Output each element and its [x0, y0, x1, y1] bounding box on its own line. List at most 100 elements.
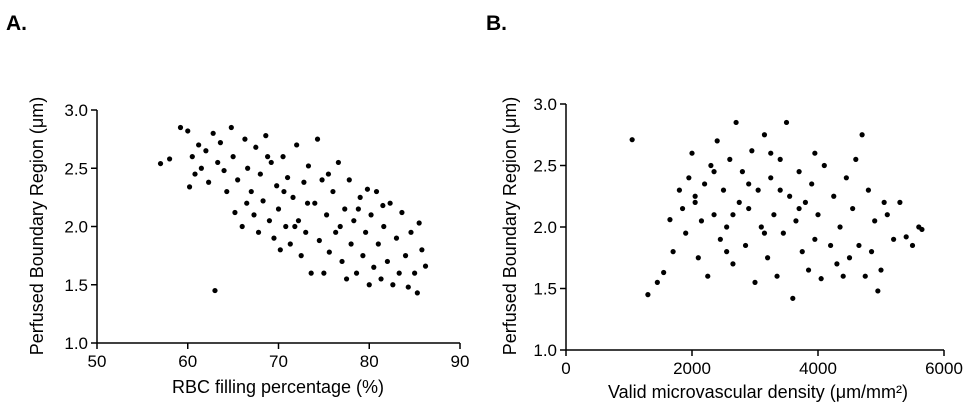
y-tick-label-b: 1.5 — [533, 280, 557, 299]
y-tick-label-a: 3.0 — [64, 101, 88, 120]
scatter-point-a — [303, 229, 309, 235]
scatter-point-b — [645, 292, 651, 298]
scatter-point-a — [245, 165, 251, 171]
scatter-point-a — [304, 200, 311, 206]
scatter-point-a — [314, 136, 321, 142]
scatter-point-b — [774, 273, 780, 279]
scatter-point-a — [266, 218, 273, 224]
scatter-point-a — [363, 229, 369, 235]
scatter-point-a — [396, 270, 402, 276]
scatter-point-b — [761, 132, 768, 138]
scatter-point-b — [846, 255, 853, 261]
scatter-point-a — [355, 206, 361, 212]
scatter-point-a — [381, 223, 387, 230]
scatter-point-a — [366, 282, 372, 288]
points-b — [629, 119, 925, 301]
scatter-point-a — [335, 159, 341, 166]
scatter-point-b — [771, 212, 777, 218]
scatter-point-a — [405, 284, 411, 290]
scatter-point-a — [412, 270, 418, 276]
x-axis-title-b: Valid microvascular density (μm/mm²) — [608, 382, 908, 402]
y-tick-label-a: 1.5 — [64, 276, 88, 295]
x-tick-label-b: 6000 — [925, 359, 963, 378]
scatter-point-b — [752, 279, 758, 285]
scatter-point-a — [330, 188, 336, 195]
scatter-point-b — [919, 226, 925, 233]
scatter-point-a — [339, 258, 345, 265]
scatter-point-b — [667, 217, 673, 223]
scatter-point-a — [185, 128, 191, 134]
scatter-point-b — [812, 236, 818, 242]
scatter-point-b — [884, 212, 890, 218]
scatter-point-b — [828, 242, 834, 249]
scatter-point-a — [348, 241, 354, 247]
scatter-point-a — [305, 163, 312, 169]
scatter-point-a — [416, 220, 422, 226]
scatter-point-b — [683, 230, 689, 236]
y-axis-title-a: Perfused Boundary Region (μm) — [27, 97, 47, 356]
scatter-point-a — [239, 223, 245, 230]
x-tick-label-a: 90 — [451, 352, 470, 371]
scatter-point-a — [375, 241, 381, 247]
scatter-point-a — [321, 270, 327, 276]
scatter-point-b — [862, 273, 868, 279]
scatter-point-a — [316, 237, 322, 244]
scatter-point-b — [679, 205, 686, 212]
scatter-point-a — [422, 263, 429, 269]
scatter-point-b — [670, 249, 676, 255]
scatter-point-b — [720, 187, 727, 193]
scatter-point-b — [787, 193, 793, 199]
scatter-point-b — [815, 212, 821, 218]
scatter-point-a — [290, 194, 296, 200]
scatter-point-a — [203, 148, 209, 154]
scatter-point-a — [277, 247, 283, 253]
scatter-point-b — [717, 236, 723, 242]
scatter-point-b — [730, 212, 736, 218]
scatter-point-a — [380, 202, 386, 209]
scatter-point-a — [274, 183, 280, 189]
scatter-point-a — [284, 174, 291, 181]
scatter-point-a — [295, 218, 302, 224]
scatter-point-a — [325, 171, 332, 177]
points-a — [157, 124, 429, 296]
scatter-point-b — [689, 150, 695, 156]
scatter-point-a — [253, 144, 259, 150]
scatter-point-a — [206, 179, 212, 185]
scatter-point-a — [390, 282, 396, 288]
scatter-point-b — [903, 234, 909, 240]
scatter-point-b — [768, 175, 774, 181]
scatter-point-a — [192, 171, 198, 177]
scatter-point-b — [783, 119, 790, 126]
scatter-point-a — [323, 212, 330, 218]
axes-b: 1.0 1.5 2.0 2.5 3.0 0 2000 4000 6000 — [533, 95, 963, 378]
scatter-point-b — [790, 295, 796, 301]
scatter-point-a — [189, 154, 195, 160]
scatter-point-b — [859, 132, 865, 138]
scatter-point-b — [698, 218, 705, 224]
scatter-point-b — [897, 199, 903, 205]
y-tick-label-a: 2.5 — [64, 159, 88, 178]
x-axis-title-a: RBC filling percentage (%) — [172, 377, 384, 397]
scatter-point-b — [661, 269, 667, 276]
scatter-point-b — [758, 224, 764, 230]
scatter-point-a — [393, 235, 400, 241]
scatter-point-b — [733, 119, 739, 126]
scatter-point-b — [746, 181, 752, 187]
scatter-point-a — [167, 156, 173, 162]
scatter-point-a — [275, 206, 282, 212]
scatter-point-b — [742, 242, 749, 249]
scatter-point-b — [796, 205, 802, 212]
scatter-point-b — [802, 199, 809, 205]
scatter-point-a — [360, 253, 366, 259]
scatter-point-b — [799, 249, 805, 255]
scatter-point-a — [251, 212, 257, 218]
y-tick-label-b: 3.0 — [533, 95, 557, 114]
x-tick-label-b: 0 — [561, 359, 570, 378]
scatter-point-a — [419, 247, 425, 253]
x-tick-label-a: 70 — [269, 352, 288, 371]
scatter-point-b — [727, 156, 733, 162]
scatter-point-a — [357, 194, 363, 200]
scatter-point-b — [834, 261, 840, 267]
scatter-point-b — [850, 205, 856, 212]
scatter-point-a — [280, 154, 286, 160]
